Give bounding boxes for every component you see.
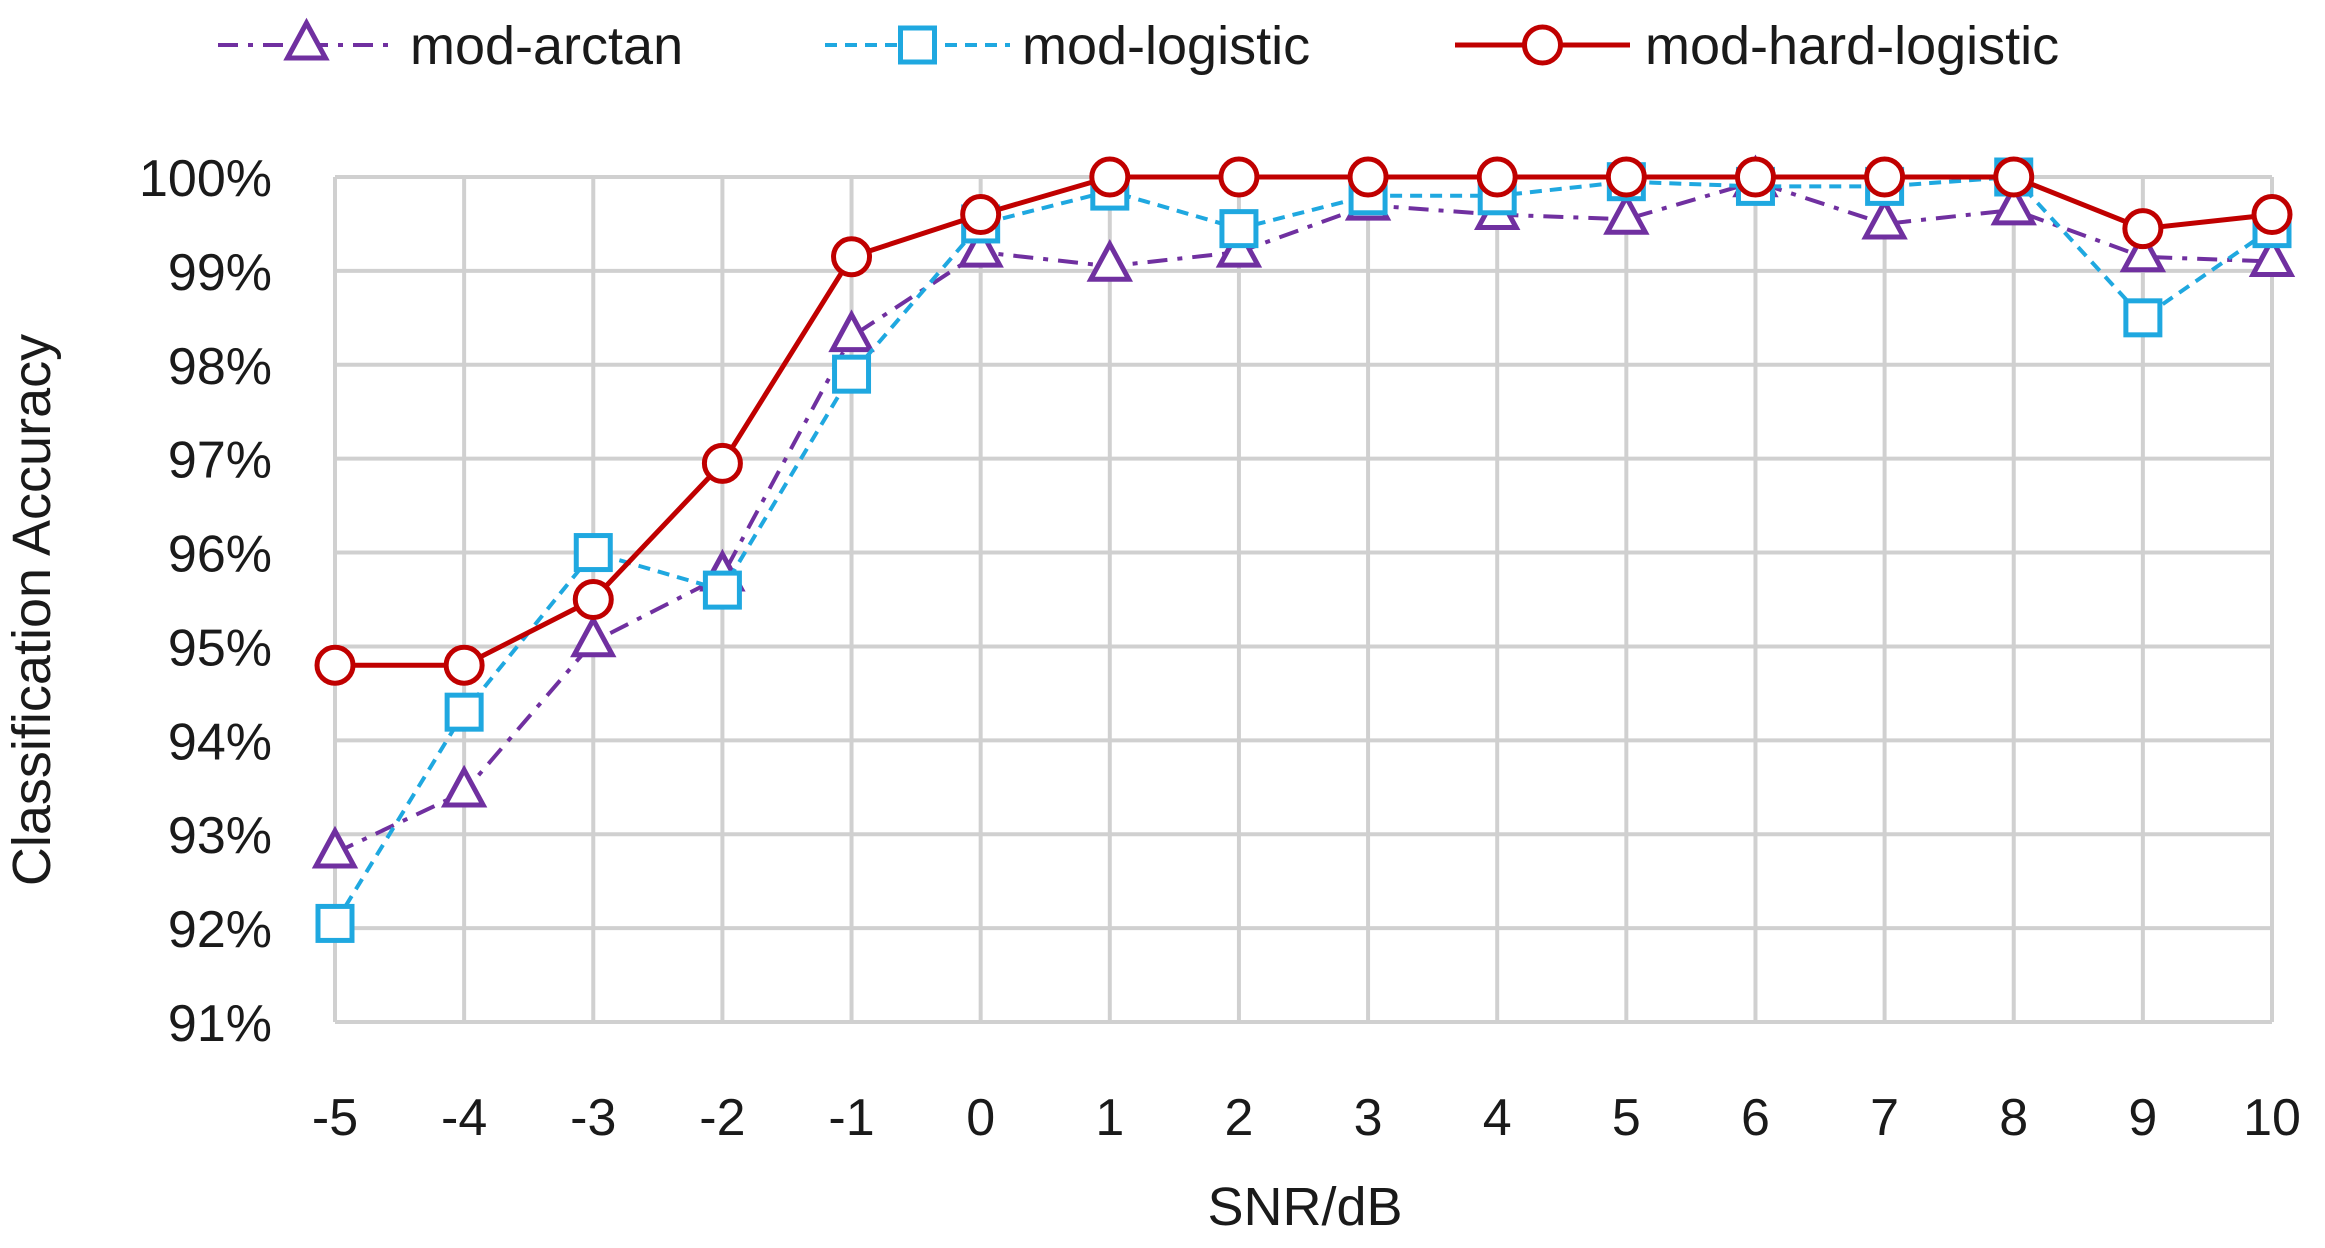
data-point-mod-hard-logistic	[960, 194, 1002, 236]
data-point-mod-arctan	[828, 309, 875, 353]
x-tick-label: -4	[441, 1089, 487, 1147]
data-point-mod-arctan	[1086, 238, 1134, 282]
grid	[333, 175, 2274, 1024]
legend-label: mod-arctan	[410, 16, 683, 76]
data-point-mod-hard-logistic	[701, 442, 743, 484]
x-tick-label: -5	[312, 1089, 358, 1147]
data-point-mod-hard-logistic	[1347, 156, 1389, 198]
data-point-mod-hard-logistic	[314, 644, 356, 686]
data-point-mod-hard-logistic	[443, 644, 485, 686]
data-point-mod-logistic	[1219, 209, 1259, 249]
legend-item-mod-arctan: mod-arctan	[218, 16, 683, 76]
data-point-mod-logistic	[2123, 298, 2163, 338]
y-tick-label: 91%	[168, 995, 272, 1053]
y-tick-label: 93%	[168, 807, 272, 865]
x-tick-label: -3	[570, 1089, 616, 1147]
series-mod-arctan	[311, 154, 2296, 869]
data-point-mod-logistic	[315, 903, 355, 943]
x-tick-label: 5	[1612, 1089, 1641, 1147]
data-point-mod-hard-logistic	[1864, 156, 1906, 198]
x-tick-label: 9	[2128, 1089, 2157, 1147]
y-tick-label: 96%	[168, 526, 272, 584]
series-line-mod-logistic	[333, 175, 2274, 925]
y-tick-label: 94%	[168, 713, 272, 771]
legend-label: mod-hard-logistic	[1645, 16, 2059, 76]
x-tick-label: 1	[1095, 1089, 1124, 1147]
data-point-mod-arctan	[2119, 229, 2167, 273]
legend-item-mod-logistic: mod-logistic	[825, 16, 1310, 76]
legend-marker-circle	[1522, 24, 1563, 66]
x-tick-label: 0	[966, 1089, 995, 1147]
y-axis-ticks: 91% 92% 93% 94% 95% 96% 97% 98% 99% 100%	[139, 150, 272, 1053]
data-point-mod-arctan	[1603, 192, 1650, 235]
series-layer	[311, 154, 2296, 943]
data-point-mod-hard-logistic	[2122, 208, 2164, 250]
x-axis-ticks: -5 -4 -3 -2 -1 0 1 2 3 4 5 6 7 8 9 10	[312, 1089, 2301, 1147]
data-point-mod-hard-logistic	[572, 579, 614, 620]
x-tick-label: 3	[1354, 1089, 1383, 1147]
series-mod-logistic	[315, 157, 2292, 943]
x-tick-label: 8	[1999, 1089, 2028, 1147]
y-tick-label: 97%	[168, 432, 272, 490]
legend-marker-square	[898, 25, 937, 65]
x-axis-title: SNR/dB	[1207, 1177, 1402, 1237]
data-point-mod-arctan	[2248, 234, 2296, 277]
series-line-mod-arctan	[334, 179, 2273, 855]
x-tick-label: 2	[1224, 1089, 1253, 1147]
data-point-mod-arctan	[1990, 182, 2037, 226]
y-axis-title: Classification Accuracy	[2, 334, 62, 886]
x-tick-label: -2	[699, 1089, 745, 1147]
data-point-mod-hard-logistic	[831, 236, 873, 278]
data-point-mod-logistic	[444, 692, 484, 732]
data-point-mod-arctan	[957, 224, 1004, 268]
x-tick-label: 10	[2243, 1089, 2301, 1147]
data-point-mod-logistic	[573, 533, 613, 573]
data-point-mod-hard-logistic	[1993, 156, 2035, 198]
x-tick-label: -1	[828, 1089, 874, 1147]
y-tick-label: 95%	[168, 619, 272, 677]
data-point-mod-hard-logistic	[1476, 156, 1518, 198]
legend-item-mod-hard-logistic: mod-hard-logistic	[1455, 16, 2059, 76]
series-line-mod-hard-logistic	[335, 174, 2273, 668]
x-tick-label: 4	[1483, 1089, 1512, 1147]
data-point-mod-arctan	[570, 614, 617, 658]
data-point-mod-arctan	[1861, 196, 1908, 240]
x-tick-label: 6	[1741, 1089, 1770, 1147]
data-point-mod-logistic	[832, 354, 872, 394]
y-tick-label: 99%	[168, 244, 272, 302]
data-point-mod-arctan	[440, 764, 488, 808]
legend: mod-arctan mod-logistic mod-hard-logistic	[218, 16, 2059, 76]
data-point-mod-hard-logistic	[1734, 156, 1776, 198]
data-point-mod-logistic	[702, 570, 742, 610]
data-point-mod-arctan	[311, 825, 359, 869]
y-tick-label: 98%	[168, 338, 272, 396]
data-point-mod-hard-logistic	[1605, 156, 1647, 198]
legend-marker-triangle	[283, 17, 330, 61]
legend-label: mod-logistic	[1022, 16, 1310, 76]
data-point-mod-hard-logistic	[1218, 156, 1260, 198]
x-tick-label: 7	[1870, 1089, 1899, 1147]
y-tick-label: 92%	[168, 901, 272, 959]
y-tick-label: 100%	[139, 150, 272, 208]
data-point-mod-hard-logistic	[2251, 194, 2293, 236]
data-point-mod-hard-logistic	[1089, 156, 1131, 198]
series-mod-hard-logistic	[314, 156, 2293, 686]
